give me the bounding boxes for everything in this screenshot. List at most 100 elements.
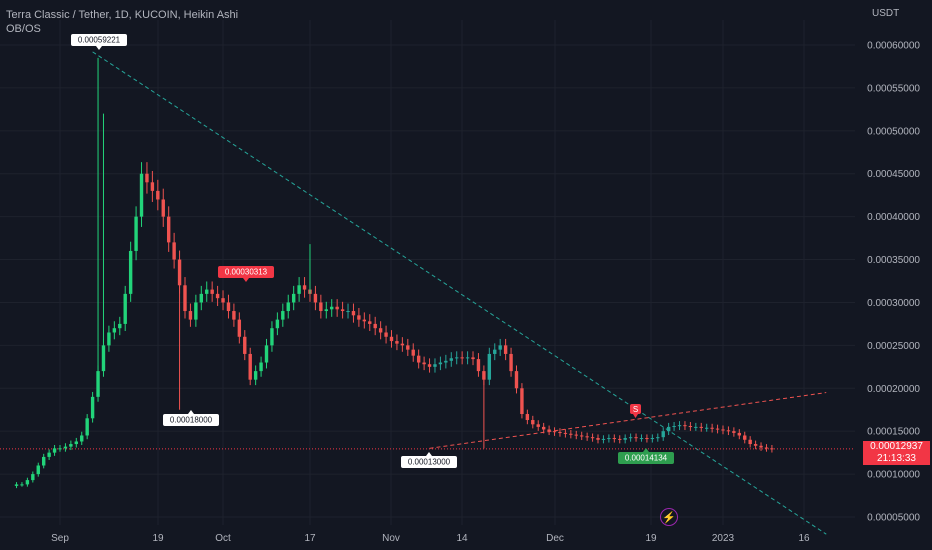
candle-body bbox=[166, 216, 171, 243]
candle-body bbox=[525, 414, 530, 421]
y-tick-label: 0.00020000 bbox=[867, 384, 920, 395]
callout-high[interactable]: 0.00059221 bbox=[71, 34, 127, 50]
candle-body bbox=[612, 438, 617, 440]
candle-body bbox=[362, 319, 367, 322]
candle-body bbox=[248, 353, 252, 380]
callout-pointer bbox=[188, 410, 194, 414]
candle-body bbox=[340, 309, 345, 312]
y-tick-label: 0.00005000 bbox=[867, 513, 920, 524]
candle-body bbox=[737, 432, 742, 436]
candle-body bbox=[650, 438, 655, 440]
candle-body bbox=[520, 388, 524, 415]
candle-body bbox=[726, 430, 731, 432]
candle-body bbox=[253, 371, 258, 380]
candle-body bbox=[161, 199, 165, 217]
candle-body bbox=[52, 448, 57, 453]
y-tick-label: 0.00055000 bbox=[867, 83, 920, 94]
candle-body bbox=[194, 302, 198, 320]
y-tick-label: 0.00040000 bbox=[867, 212, 920, 223]
candle-body bbox=[384, 332, 388, 337]
candle-body bbox=[656, 437, 660, 439]
x-axis: Sep 19 Oct 17 Nov 14 Dec 19 2023 16 bbox=[51, 533, 810, 544]
candle-body bbox=[14, 484, 19, 486]
candle-body bbox=[123, 293, 127, 324]
candle-body bbox=[80, 435, 84, 442]
candle-body bbox=[259, 362, 263, 372]
bar-countdown: 21:13:33 bbox=[877, 453, 916, 464]
y-tick-label: 0.00060000 bbox=[867, 41, 920, 52]
x-tick-label: Oct bbox=[215, 533, 231, 544]
candle-body bbox=[172, 242, 176, 260]
candle-body bbox=[139, 173, 144, 217]
candle-body bbox=[243, 336, 247, 354]
candle-body bbox=[69, 444, 73, 447]
callout-text: 0.00014134 bbox=[625, 454, 668, 463]
candle-body bbox=[118, 323, 122, 329]
callout-dec_buy[interactable]: 0.00014134 bbox=[618, 448, 674, 464]
x-tick-label: 2023 bbox=[712, 533, 735, 544]
candle-body bbox=[330, 306, 334, 310]
candle-body bbox=[368, 321, 372, 324]
candle-body bbox=[373, 323, 377, 329]
sell-signal-marker[interactable]: S bbox=[630, 404, 641, 418]
candle-body bbox=[232, 311, 236, 320]
callout-nov_low[interactable]: 0.00013000 bbox=[401, 452, 457, 468]
callout-box bbox=[163, 414, 219, 426]
candle-body bbox=[531, 420, 535, 425]
callout-oct_sell[interactable]: 0.00030313 bbox=[218, 266, 274, 282]
candle-body bbox=[493, 349, 497, 354]
candle-body bbox=[710, 427, 714, 429]
x-tick-label: 16 bbox=[798, 533, 810, 544]
candle-body bbox=[264, 345, 269, 363]
candle-body bbox=[286, 302, 290, 312]
candle-body bbox=[319, 302, 323, 312]
sell-marker-pointer bbox=[633, 414, 638, 418]
candle-body bbox=[574, 434, 578, 436]
lightning-bolt-icon[interactable]: ⚡ bbox=[660, 508, 678, 526]
x-tick-label: 17 bbox=[304, 533, 316, 544]
y-tick-label: 0.00050000 bbox=[867, 126, 920, 137]
candle-body bbox=[607, 438, 611, 440]
candle-body bbox=[237, 319, 242, 337]
candle-body bbox=[596, 438, 600, 440]
x-tick-label: Sep bbox=[51, 533, 69, 544]
candle-body bbox=[677, 425, 682, 427]
candle-body bbox=[177, 259, 182, 286]
callout-text: 0.00059221 bbox=[78, 36, 121, 45]
y-tick-label: 0.00030000 bbox=[867, 298, 920, 309]
trendline[interactable] bbox=[92, 51, 827, 535]
candle-body bbox=[36, 465, 40, 475]
candle-body bbox=[183, 285, 187, 312]
candle-body bbox=[590, 437, 595, 439]
x-tick-label: Nov bbox=[382, 533, 400, 544]
candle-body bbox=[743, 435, 747, 440]
candle-body bbox=[623, 438, 627, 440]
candle-body bbox=[188, 311, 193, 320]
trendline[interactable] bbox=[429, 392, 827, 449]
candle-body bbox=[639, 438, 644, 440]
candle-body bbox=[324, 309, 328, 312]
candle-body bbox=[563, 432, 568, 434]
candle-body bbox=[406, 345, 410, 350]
candle-body bbox=[134, 216, 138, 251]
candle-body bbox=[514, 371, 519, 389]
candle-body bbox=[145, 173, 149, 183]
indicator-name[interactable]: OB/OS bbox=[6, 23, 41, 35]
candle-body bbox=[601, 438, 606, 440]
candle-body bbox=[112, 328, 117, 333]
sell-marker-text: S bbox=[633, 405, 638, 414]
candle-body bbox=[455, 357, 459, 359]
candle-body bbox=[389, 336, 394, 342]
callout-sep_low[interactable]: 0.00018000 bbox=[163, 410, 219, 426]
candle-body bbox=[748, 439, 752, 445]
candle-body bbox=[618, 438, 622, 440]
candle-body bbox=[732, 431, 736, 433]
candle-body bbox=[128, 250, 133, 294]
candle-body bbox=[150, 182, 155, 191]
callouts: 0.00059221 0.00018000 0.00030313 0.00013000… bbox=[71, 34, 674, 468]
candle-body bbox=[63, 446, 68, 449]
candle-body bbox=[770, 448, 774, 450]
candle-body bbox=[74, 441, 79, 445]
symbol-title: Terra Classic / Tether, 1D, KUCOIN, Heik… bbox=[6, 9, 239, 21]
